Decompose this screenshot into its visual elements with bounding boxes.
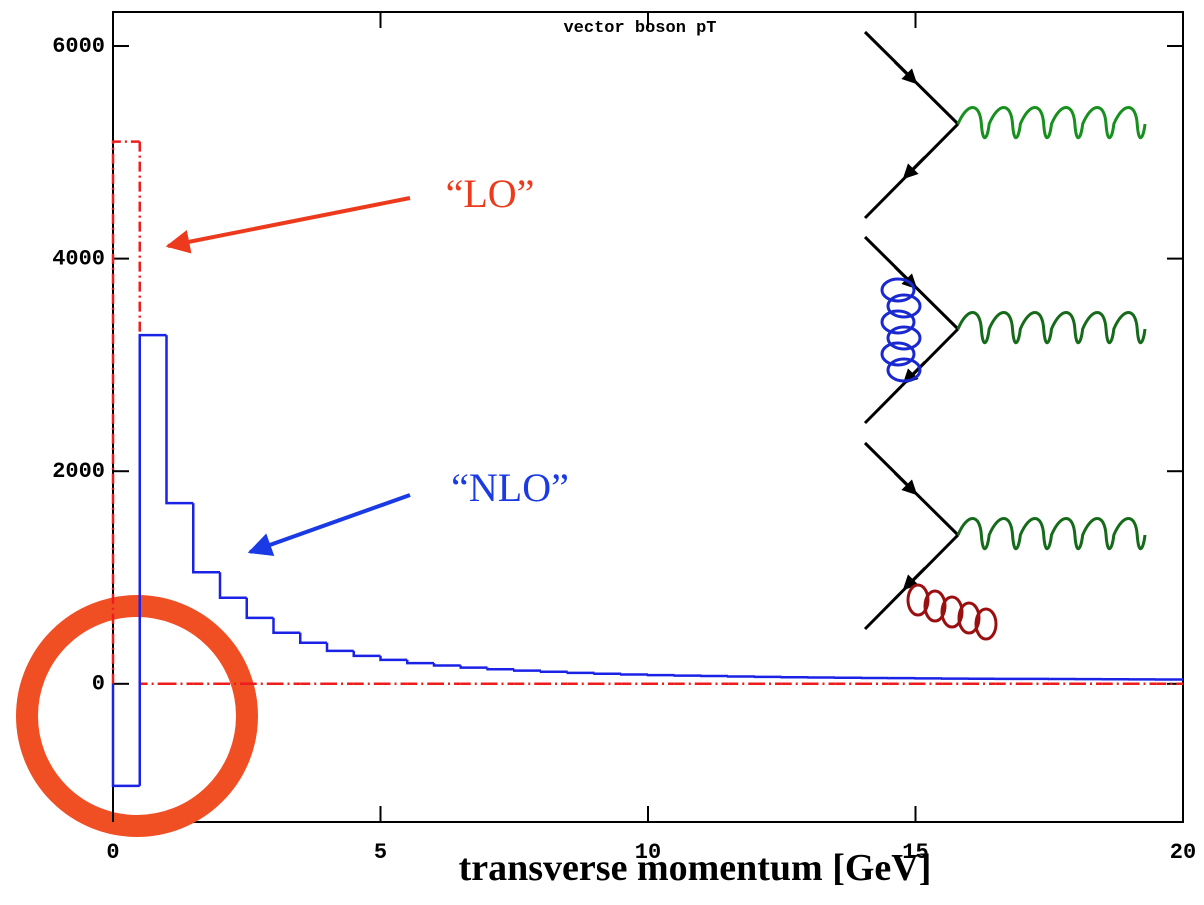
x-tick-label: 5 [374,840,387,865]
x-axis-label: transverse momentum [GeV] [459,847,932,889]
gluon-loop [923,589,947,623]
quark-arrow [893,60,918,85]
x-tick-label: 15 [902,840,928,865]
histogram-bin [138,333,167,786]
feynman-diagrams [863,30,1147,641]
gluon-loop [906,583,930,617]
gluon-loop [886,325,922,351]
histogram-bin [406,659,434,665]
histogram-bin [245,597,274,620]
annotation-arrow [165,196,411,254]
quark-arrow [902,360,927,385]
histogram-bin [218,572,247,599]
histogram-bin [165,335,194,505]
highlight-circle [16,595,258,837]
histogram-bin [620,673,648,676]
gluon-loop [880,309,916,335]
gluon-loop [957,601,981,635]
histogram-bin [566,671,595,675]
histogram-bin [325,642,354,653]
gluon-loop [880,341,916,367]
histogram-bin [111,140,140,684]
histogram-bin [299,632,327,645]
quark-arrow [902,155,927,180]
y-tick-label: 4000 [52,246,105,271]
y-tick-label: 0 [92,672,105,697]
gluon-loop [886,357,922,383]
histogram-bin [111,683,140,788]
histogram-bin [459,665,488,669]
x-tick-label: 20 [1170,840,1196,865]
histogram-bin [646,673,675,677]
gluon-loop [886,293,922,319]
chart-title: vector boson pT [563,19,716,38]
gluon-loop [974,607,998,641]
quark-arrow [902,566,927,591]
y-tick-label: 2000 [52,459,105,484]
histogram-bin [513,669,541,672]
x-tick-label: 10 [635,840,661,865]
y-tick-label: 6000 [52,34,105,59]
quark-arrow [893,471,918,496]
plot-frame [112,11,1184,823]
annotation: “NLO” [451,465,569,510]
x-tick-label: 0 [106,840,119,865]
photon-line [956,517,1147,550]
photon-line [956,311,1147,344]
histogram-bin [593,672,622,675]
histogram-bin [379,655,408,662]
annotation: “LO” [446,171,535,216]
gluon-loop [940,595,964,629]
histogram-bin [192,503,220,574]
gluon-loop [880,277,916,303]
histogram-bin [272,617,301,635]
histogram-bin [432,663,461,667]
annotation-arrow [247,493,411,557]
histogram-bin [673,674,702,677]
histogram-bin [486,667,515,671]
histogram-bin [352,650,381,658]
histogram-bin [539,670,568,674]
photon-line [956,106,1147,139]
